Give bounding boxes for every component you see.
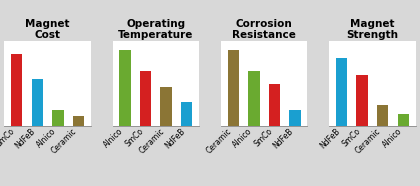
Bar <box>228 50 239 126</box>
Bar <box>73 116 84 126</box>
Title: Operating
Temperature: Operating Temperature <box>118 19 194 40</box>
Bar <box>357 75 368 126</box>
Bar <box>140 71 151 126</box>
Bar <box>119 50 131 126</box>
Bar <box>32 79 43 126</box>
Title: Corrosion
Resistance: Corrosion Resistance <box>232 19 296 40</box>
Bar <box>269 84 280 126</box>
Bar <box>52 110 63 126</box>
Bar <box>336 58 347 126</box>
Bar <box>377 105 389 126</box>
Bar <box>160 87 172 126</box>
Bar <box>248 71 260 126</box>
Title: Magnet
Cost: Magnet Cost <box>25 19 70 40</box>
Bar <box>181 102 192 126</box>
Bar <box>289 110 301 126</box>
Bar <box>398 114 409 126</box>
Title: Magnet
Strength: Magnet Strength <box>346 19 399 40</box>
Bar <box>11 54 22 126</box>
